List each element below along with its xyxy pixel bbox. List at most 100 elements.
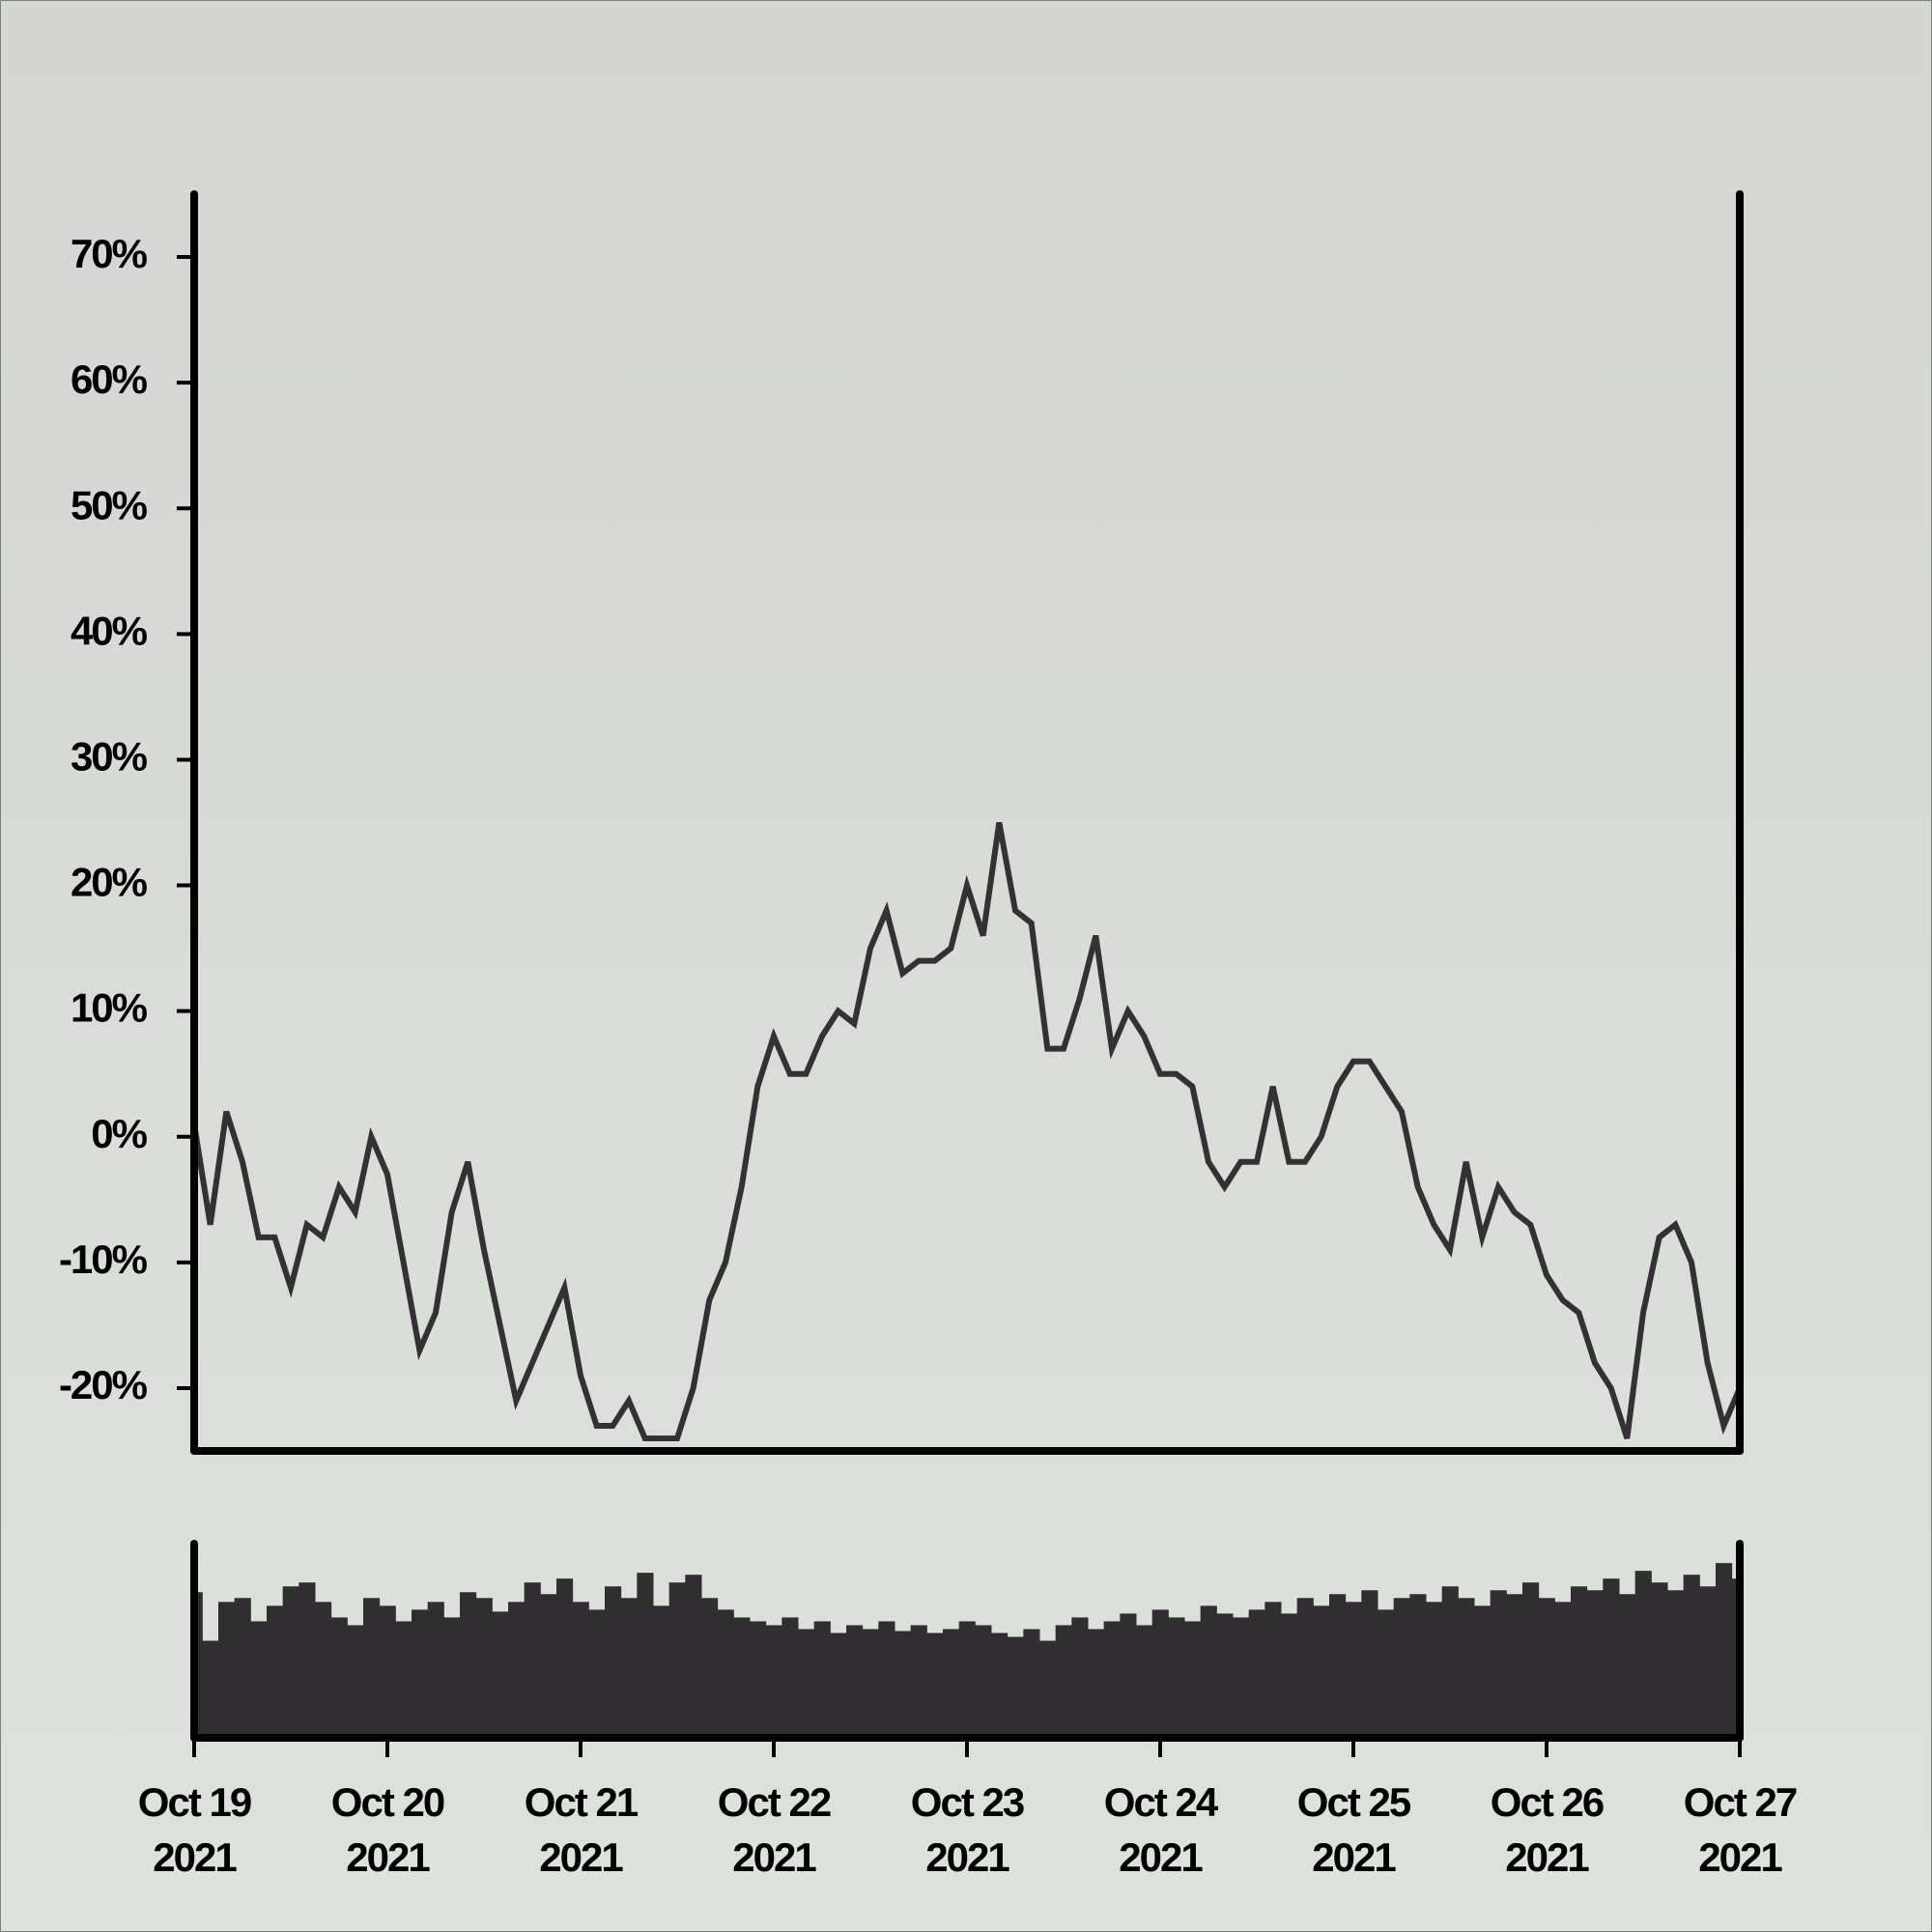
volume-bar bbox=[1264, 1602, 1282, 1738]
volume-bar bbox=[1329, 1594, 1347, 1738]
y-tick-label: -20% bbox=[59, 1362, 148, 1407]
volume-bar bbox=[685, 1575, 702, 1738]
volume-bar bbox=[798, 1629, 815, 1738]
volume-bar bbox=[1603, 1578, 1620, 1738]
x-tick-label: Oct 27 2021 bbox=[1683, 1779, 1798, 1880]
volume-bar bbox=[1136, 1625, 1153, 1738]
volume-bar bbox=[1490, 1590, 1507, 1738]
volume-bar bbox=[1055, 1625, 1072, 1738]
volume-bar bbox=[701, 1598, 719, 1738]
volume-bar bbox=[975, 1625, 992, 1738]
volume-bar bbox=[910, 1625, 927, 1738]
volume-bar bbox=[733, 1617, 751, 1738]
volume-bar bbox=[202, 1640, 219, 1738]
volume-bar bbox=[282, 1586, 299, 1738]
volume-bar bbox=[765, 1625, 782, 1738]
volume-bar bbox=[1071, 1617, 1089, 1738]
volume-bar bbox=[1007, 1636, 1024, 1738]
volume-bar bbox=[330, 1617, 348, 1738]
x-tick-label: Oct 23 2021 bbox=[910, 1779, 1025, 1880]
volume-bar bbox=[315, 1602, 332, 1738]
volume-bars bbox=[194, 1563, 1740, 1738]
volume-bar bbox=[895, 1631, 912, 1738]
volume-bar bbox=[1634, 1571, 1652, 1738]
volume-bar bbox=[1200, 1605, 1217, 1738]
y-tick-label: 70% bbox=[71, 231, 148, 276]
volume-bar bbox=[1151, 1609, 1169, 1738]
volume-bar bbox=[460, 1592, 477, 1738]
y-tick-label: -10% bbox=[59, 1236, 148, 1282]
volume-bar bbox=[1538, 1598, 1555, 1738]
volume-bar bbox=[943, 1629, 960, 1738]
volume-bar bbox=[298, 1582, 316, 1738]
volume-bar bbox=[781, 1617, 799, 1738]
volume-bar bbox=[605, 1586, 622, 1738]
volume-bar bbox=[862, 1629, 879, 1738]
volume-bar bbox=[1345, 1602, 1362, 1738]
volume-bar bbox=[395, 1621, 412, 1738]
volume-bar bbox=[1571, 1586, 1588, 1738]
volume-bar bbox=[717, 1609, 734, 1738]
volume-bar bbox=[1506, 1594, 1523, 1738]
volume-bar bbox=[1281, 1613, 1298, 1738]
volume-bar bbox=[846, 1625, 864, 1738]
volume-bar bbox=[1699, 1586, 1717, 1738]
price-line bbox=[194, 821, 1740, 1441]
volume-bar bbox=[1103, 1621, 1121, 1738]
volume-bar bbox=[1023, 1629, 1040, 1738]
volume-bar bbox=[443, 1617, 461, 1738]
volume-bar bbox=[1441, 1586, 1459, 1738]
y-tick-label: 60% bbox=[71, 356, 148, 402]
volume-bar bbox=[218, 1602, 236, 1738]
volume-bar bbox=[194, 1592, 203, 1738]
volume-bar bbox=[1554, 1602, 1572, 1738]
volume-bar bbox=[540, 1594, 557, 1738]
volume-bar bbox=[1522, 1582, 1540, 1738]
x-tick-label: Oct 24 2021 bbox=[1103, 1779, 1218, 1880]
y-tick-label: 40% bbox=[71, 608, 148, 653]
volume-bar bbox=[1233, 1617, 1250, 1738]
y-tick-label: 10% bbox=[71, 985, 148, 1031]
volume-bar bbox=[1393, 1598, 1410, 1738]
volume-bar bbox=[1120, 1613, 1137, 1738]
volume-bar bbox=[1474, 1605, 1492, 1738]
volume-bar bbox=[379, 1605, 396, 1738]
volume-bar bbox=[1586, 1590, 1604, 1738]
volume-bar bbox=[1458, 1598, 1475, 1738]
volume-bar bbox=[653, 1605, 670, 1738]
volume-bar bbox=[620, 1598, 638, 1738]
volume-bar bbox=[524, 1582, 541, 1738]
y-tick-label: 50% bbox=[71, 482, 148, 527]
volume-bar bbox=[588, 1609, 606, 1738]
volume-bar bbox=[267, 1605, 284, 1738]
volume-bar bbox=[1296, 1598, 1314, 1738]
volume-bar bbox=[1716, 1563, 1733, 1738]
volume-bar bbox=[250, 1621, 268, 1738]
volume-bar bbox=[958, 1621, 976, 1738]
volume-bar bbox=[1361, 1590, 1378, 1738]
volume-bar bbox=[475, 1598, 493, 1738]
x-tick-label: Oct 21 2021 bbox=[524, 1779, 639, 1880]
volume-bar bbox=[363, 1598, 381, 1738]
volume-bar bbox=[347, 1625, 364, 1738]
volume-bar bbox=[1088, 1629, 1105, 1738]
volume-bar bbox=[1731, 1578, 1740, 1738]
volume-bar bbox=[750, 1621, 767, 1738]
y-tick-label: 30% bbox=[71, 734, 148, 780]
x-tick-label: Oct 19 2021 bbox=[137, 1779, 252, 1880]
volume-bar bbox=[830, 1633, 847, 1738]
x-tick-label: Oct 25 2021 bbox=[1296, 1779, 1411, 1880]
volume-bar bbox=[1619, 1594, 1636, 1738]
volume-bar bbox=[572, 1602, 589, 1738]
volume-bar bbox=[926, 1633, 944, 1738]
y-tick-label: 0% bbox=[91, 1111, 147, 1156]
volume-bar bbox=[427, 1602, 444, 1738]
volume-bar bbox=[637, 1573, 654, 1738]
volume-bar bbox=[508, 1602, 526, 1738]
volume-bar bbox=[813, 1621, 831, 1738]
volume-bar bbox=[1168, 1617, 1185, 1738]
y-tick-label: 20% bbox=[71, 860, 148, 905]
volume-bar bbox=[1313, 1605, 1330, 1738]
volume-bar bbox=[1409, 1594, 1427, 1738]
